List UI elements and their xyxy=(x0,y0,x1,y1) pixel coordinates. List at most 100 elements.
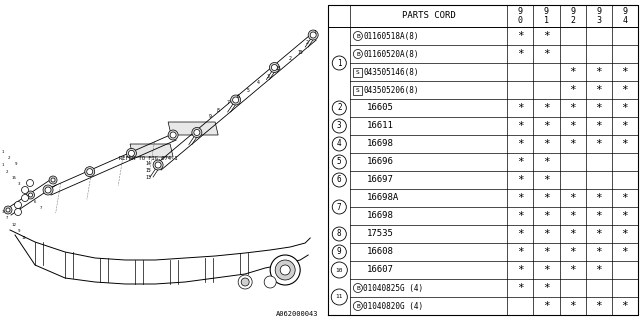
Text: 15: 15 xyxy=(145,168,151,173)
Text: 15: 15 xyxy=(12,176,17,180)
Text: *: * xyxy=(517,49,524,59)
Text: *: * xyxy=(569,229,576,239)
Text: 9
4: 9 4 xyxy=(623,7,627,25)
Circle shape xyxy=(310,32,316,38)
Text: 7: 7 xyxy=(227,100,230,105)
Circle shape xyxy=(51,178,55,182)
Text: *: * xyxy=(569,247,576,257)
Circle shape xyxy=(127,148,136,158)
Circle shape xyxy=(26,191,35,199)
Text: 8: 8 xyxy=(217,108,220,113)
Text: 3: 3 xyxy=(2,210,4,214)
Text: S: S xyxy=(356,87,360,92)
Text: 16698: 16698 xyxy=(367,212,394,220)
Text: *: * xyxy=(569,211,576,221)
Text: 6: 6 xyxy=(237,93,239,99)
Circle shape xyxy=(230,95,241,105)
Text: *: * xyxy=(569,103,576,113)
Text: *: * xyxy=(595,67,602,77)
Text: *: * xyxy=(517,283,524,293)
Circle shape xyxy=(270,255,300,285)
Circle shape xyxy=(29,193,33,197)
Circle shape xyxy=(308,30,318,40)
Text: *: * xyxy=(621,85,628,95)
Bar xyxy=(353,85,362,94)
Circle shape xyxy=(332,137,346,151)
Circle shape xyxy=(6,208,10,212)
Text: 9: 9 xyxy=(18,229,20,233)
Circle shape xyxy=(192,127,202,138)
Text: 1: 1 xyxy=(2,150,4,154)
Text: *: * xyxy=(595,103,602,113)
Circle shape xyxy=(15,202,22,209)
Circle shape xyxy=(49,176,57,184)
Text: *: * xyxy=(595,85,602,95)
Text: 15: 15 xyxy=(298,50,303,54)
Circle shape xyxy=(332,289,348,305)
Text: *: * xyxy=(621,121,628,131)
Circle shape xyxy=(168,130,178,140)
Text: *: * xyxy=(543,283,550,293)
Text: 2: 2 xyxy=(8,156,10,160)
Text: *: * xyxy=(621,139,628,149)
Circle shape xyxy=(332,227,346,241)
Text: 8: 8 xyxy=(337,229,342,238)
Text: *: * xyxy=(595,265,602,275)
Text: 3: 3 xyxy=(337,122,342,131)
Text: *: * xyxy=(621,229,628,239)
Text: *: * xyxy=(595,193,602,203)
Text: 9
2: 9 2 xyxy=(570,7,575,25)
Text: 16607: 16607 xyxy=(367,266,394,275)
Text: *: * xyxy=(517,211,524,221)
Text: B: B xyxy=(356,52,360,57)
Circle shape xyxy=(275,260,295,280)
Circle shape xyxy=(332,56,346,70)
Text: *: * xyxy=(595,301,602,311)
Text: 11: 11 xyxy=(22,236,27,240)
Text: 01160518A(8): 01160518A(8) xyxy=(364,31,419,41)
Text: REFER TO FIG.074-1: REFER TO FIG.074-1 xyxy=(119,156,177,161)
Circle shape xyxy=(43,185,53,195)
Text: 2: 2 xyxy=(306,39,308,44)
Text: *: * xyxy=(543,211,550,221)
Text: *: * xyxy=(543,193,550,203)
Text: *: * xyxy=(543,139,550,149)
Circle shape xyxy=(332,155,346,169)
Text: 11: 11 xyxy=(335,294,343,300)
Text: *: * xyxy=(543,247,550,257)
Circle shape xyxy=(84,167,95,177)
Circle shape xyxy=(87,169,93,175)
Circle shape xyxy=(264,276,276,288)
Text: 2: 2 xyxy=(289,55,292,60)
Text: *: * xyxy=(517,31,524,41)
Text: 16697: 16697 xyxy=(367,175,394,185)
Circle shape xyxy=(269,62,280,73)
Text: *: * xyxy=(517,265,524,275)
Circle shape xyxy=(353,31,362,41)
Text: 3: 3 xyxy=(18,182,20,186)
Text: 9
0: 9 0 xyxy=(518,7,523,25)
Polygon shape xyxy=(130,144,173,157)
Text: *: * xyxy=(517,175,524,185)
Text: *: * xyxy=(595,121,602,131)
Text: B: B xyxy=(356,34,360,38)
Circle shape xyxy=(241,278,249,286)
Circle shape xyxy=(332,101,346,115)
Circle shape xyxy=(332,245,346,259)
Circle shape xyxy=(280,265,290,275)
Circle shape xyxy=(353,50,362,59)
Text: 2: 2 xyxy=(6,170,8,174)
Text: 14: 14 xyxy=(145,161,151,166)
Text: *: * xyxy=(517,103,524,113)
Text: *: * xyxy=(517,247,524,257)
Text: 9: 9 xyxy=(15,162,17,166)
Text: 4: 4 xyxy=(257,81,260,85)
Circle shape xyxy=(129,150,134,156)
Text: 01040820G (4): 01040820G (4) xyxy=(364,301,424,310)
Text: *: * xyxy=(569,67,576,77)
Circle shape xyxy=(45,187,51,193)
Text: 1: 1 xyxy=(337,59,342,68)
Text: 16605: 16605 xyxy=(367,103,394,113)
Text: 2: 2 xyxy=(337,103,342,113)
Text: *: * xyxy=(621,193,628,203)
